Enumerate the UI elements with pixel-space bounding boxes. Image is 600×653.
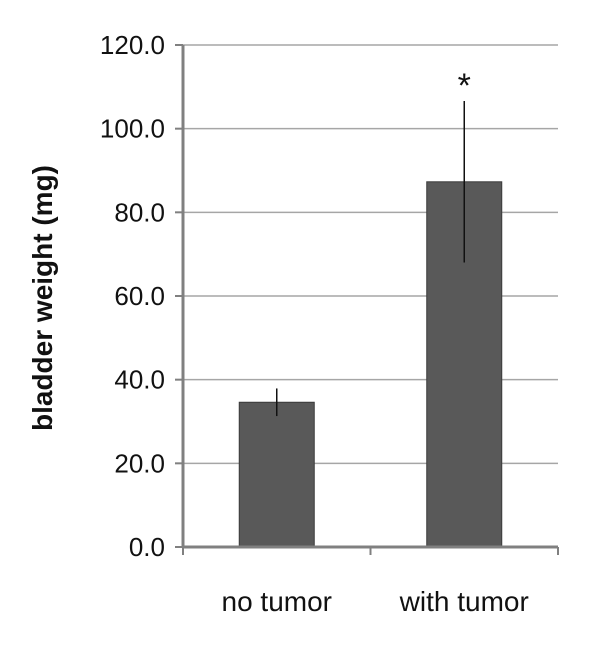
y-axis-title: bladder weight (mg) — [27, 165, 58, 431]
y-tick-label: 20.0 — [114, 448, 165, 478]
y-tick-label: 60.0 — [114, 281, 165, 311]
bar — [238, 401, 315, 548]
y-tick-label: 80.0 — [114, 197, 165, 227]
y-tick-labels: 0.0 20.0 40.0 60.0 80.0 100.0 120.0 — [100, 30, 165, 562]
y-tick-label: 100.0 — [100, 114, 165, 144]
x-category-labels: no tumor with tumor — [222, 586, 529, 617]
axes — [181, 45, 558, 549]
y-tick-label: 0.0 — [129, 532, 165, 562]
x-category-label: with tumor — [399, 586, 529, 617]
bars — [238, 181, 503, 548]
x-category-label: no tumor — [222, 586, 333, 617]
annotations: * — [458, 67, 471, 105]
y-tick-label: 40.0 — [114, 365, 165, 395]
error-bars — [276, 101, 465, 417]
y-tick-label: 120.0 — [100, 30, 165, 60]
significance-marker: * — [458, 67, 471, 105]
